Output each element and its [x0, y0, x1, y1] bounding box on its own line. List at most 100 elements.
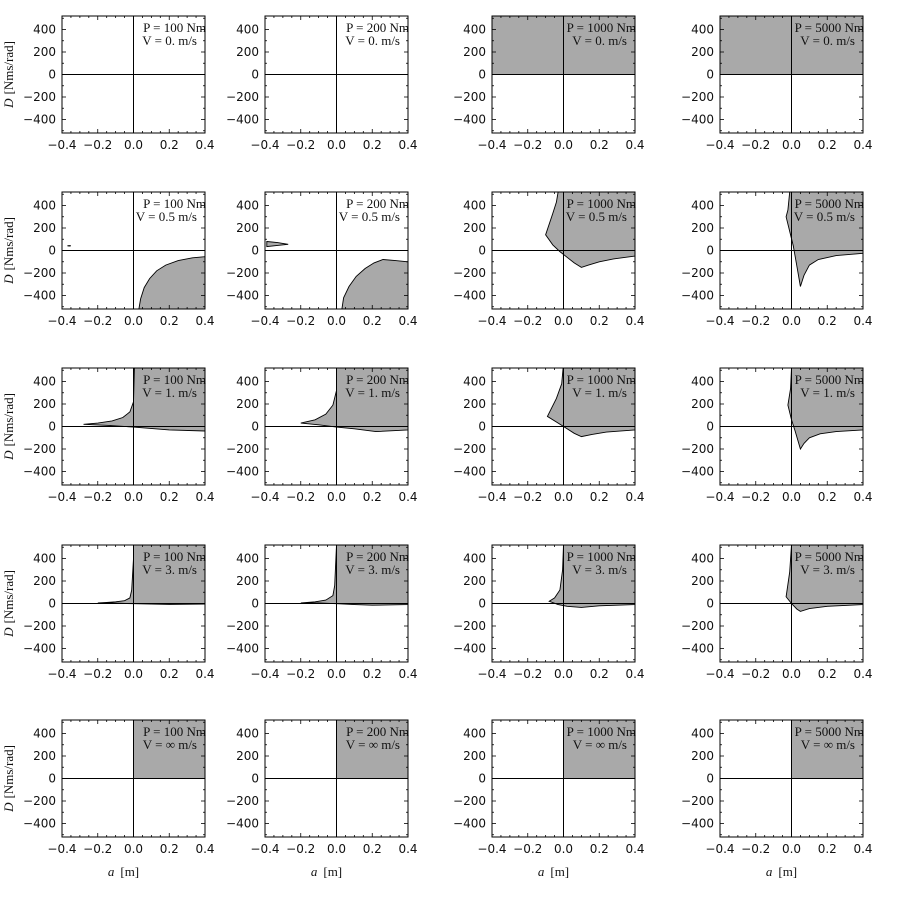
panel-4-3: −0.4 −0.2 0.0 0.2 0.4 400 200 0 −200 −400 P = 5000… [681, 719, 873, 879]
panel-label-p: P = 100 Nm [143, 196, 206, 211]
y-tick-label: −200 [23, 794, 56, 808]
panel-label-v: V = ∞ m/s [346, 737, 400, 752]
y-tick-label: −400 [453, 465, 486, 479]
panel-label-v: V = 1. m/s [800, 385, 855, 400]
y-tick-label: −400 [681, 465, 714, 479]
x-axis-unit: [m] [323, 864, 342, 879]
panel-label-v: V = 3. m/s [800, 562, 855, 577]
x-tick-label: −0.2 [741, 490, 770, 504]
x-tick-label: −0.4 [250, 842, 279, 856]
x-tick-label: −0.2 [286, 490, 315, 504]
y-tick-label: −400 [681, 642, 714, 656]
x-tick-label: −0.4 [705, 490, 734, 504]
feasible-region [341, 259, 408, 309]
y-axis-var: D [1, 627, 16, 638]
x-tick-label: 0.0 [327, 842, 346, 856]
x-tick-label: −0.4 [477, 667, 506, 681]
y-tick-label: 200 [691, 749, 714, 763]
x-tick-label: 0.0 [782, 314, 801, 328]
x-tick-label: 0.0 [554, 667, 573, 681]
panel-label-v: V = 0. m/s [800, 33, 855, 48]
x-tick-label: −0.2 [286, 842, 315, 856]
feasible-region [138, 256, 205, 309]
x-axis-var: a [538, 864, 545, 879]
x-tick-label: 0.2 [818, 667, 837, 681]
x-tick-label: 0.0 [554, 842, 573, 856]
y-tick-label: 0 [478, 68, 486, 82]
x-tick-label: 0.4 [398, 842, 417, 856]
y-tick-label: −400 [226, 113, 259, 127]
x-tick-label: −0.4 [477, 842, 506, 856]
y-axis-title: D [Nms/rad] [1, 570, 16, 638]
y-tick-label: −400 [23, 817, 56, 831]
y-tick-label: 0 [48, 420, 56, 434]
x-tick-label: 0.2 [590, 490, 609, 504]
x-tick-label: 0.2 [363, 490, 382, 504]
y-tick-label: 0 [478, 772, 486, 786]
panel-label-v: V = 1. m/s [572, 385, 627, 400]
x-tick-label: 0.2 [818, 314, 837, 328]
y-tick-label: −200 [681, 442, 714, 456]
y-tick-label: 400 [463, 727, 486, 741]
y-tick-label: 200 [33, 749, 56, 763]
x-tick-label: 0.0 [327, 314, 346, 328]
feasible-region [546, 368, 635, 438]
x-axis-title: a [m] [311, 864, 342, 879]
x-tick-label: −0.4 [705, 138, 734, 152]
panel-4-1: −0.4 −0.2 0.0 0.2 0.4 400 200 0 −200 −400 P = 200 … [226, 719, 418, 879]
y-tick-label: −200 [681, 619, 714, 633]
x-tick-label: −0.2 [513, 314, 542, 328]
y-axis-unit: [Nms/rad] [1, 217, 16, 270]
panel-label-p: P = 1000 Nm [567, 372, 636, 387]
y-tick-label: −200 [23, 619, 56, 633]
x-tick-label: −0.4 [250, 490, 279, 504]
x-axis-unit: [m] [778, 864, 797, 879]
x-tick-label: −0.2 [83, 314, 112, 328]
y-tick-label: 0 [251, 597, 259, 611]
panel-label-p: P = 1000 Nm [567, 20, 636, 35]
panel-1-3: −0.4 −0.2 0.0 0.2 0.4 400 200 0 −200 −400 P = 5000… [681, 191, 873, 328]
y-tick-label: 0 [251, 772, 259, 786]
x-tick-label: −0.4 [47, 667, 76, 681]
panel-label-p: P = 200 Nm [346, 372, 409, 387]
panel-label-p: P = 200 Nm [346, 196, 409, 211]
x-axis-unit: [m] [120, 864, 139, 879]
y-axis-title: D [Nms/rad] [1, 41, 16, 109]
x-tick-label: 0.4 [195, 138, 214, 152]
panel-0-1: −0.4 −0.2 0.0 0.2 0.4 400 200 0 −200 −400 P = 200 … [226, 15, 418, 152]
y-tick-label: 400 [463, 199, 486, 213]
y-tick-label: −400 [681, 289, 714, 303]
y-tick-label: 200 [33, 574, 56, 588]
x-tick-label: −0.2 [83, 667, 112, 681]
x-tick-label: 0.0 [124, 667, 143, 681]
x-tick-label: 0.0 [782, 667, 801, 681]
panel-label-v: V = ∞ m/s [573, 737, 627, 752]
x-tick-label: 0.4 [853, 138, 872, 152]
y-tick-label: 0 [48, 68, 56, 82]
y-tick-label: −200 [23, 442, 56, 456]
panel-label-p: P = 100 Nm [143, 724, 206, 739]
panel-label-p: P = 100 Nm [143, 20, 206, 35]
x-tick-label: 0.2 [818, 138, 837, 152]
panel-1-0: −0.4 −0.2 0.0 0.2 0.4 400 200 0 −200 −400 P = 100 … [1, 191, 215, 328]
y-tick-label: 400 [33, 727, 56, 741]
y-tick-label: 200 [691, 221, 714, 235]
x-tick-label: 0.4 [195, 314, 214, 328]
x-tick-label: −0.4 [477, 138, 506, 152]
y-tick-label: 0 [706, 244, 714, 258]
panel-2-2: −0.4 −0.2 0.0 0.2 0.4 400 200 0 −200 −400 P = 1000… [453, 367, 645, 504]
y-tick-label: −400 [453, 113, 486, 127]
x-axis-var: a [766, 864, 773, 879]
x-tick-label: −0.2 [513, 842, 542, 856]
x-tick-label: 0.2 [160, 842, 179, 856]
x-tick-label: −0.2 [83, 842, 112, 856]
y-tick-label: 200 [463, 221, 486, 235]
y-tick-label: −200 [226, 794, 259, 808]
y-axis-unit: [Nms/rad] [1, 570, 16, 623]
feasible-region [785, 192, 863, 287]
x-tick-label: −0.4 [47, 490, 76, 504]
y-tick-label: −400 [226, 817, 259, 831]
y-tick-label: −400 [453, 642, 486, 656]
y-tick-label: −400 [23, 113, 56, 127]
